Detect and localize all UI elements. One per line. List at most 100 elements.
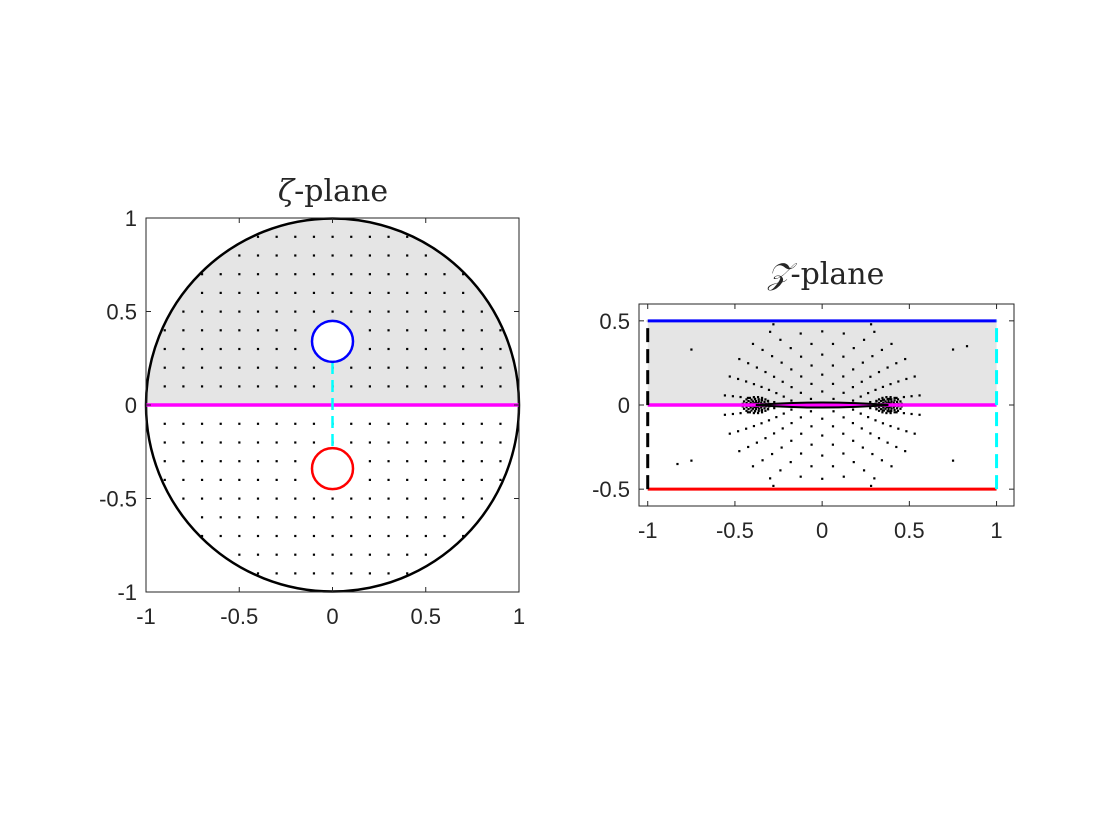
zeta-grid-point [424, 329, 427, 332]
z-image-point [772, 375, 776, 378]
z-image-point [751, 400, 755, 403]
zeta-grid-point [406, 422, 409, 425]
zeta-grid-point [312, 291, 316, 294]
z-image-point [809, 397, 813, 401]
z-image-point [951, 459, 955, 462]
z-image-point [902, 412, 906, 415]
z-image-point [889, 396, 892, 399]
z-image-point [772, 484, 775, 487]
zeta-grid-point [163, 460, 166, 463]
zeta-grid-point [238, 273, 241, 276]
z-image-point [875, 400, 878, 403]
zeta-grid-point [331, 273, 334, 276]
zeta-grid-point [462, 460, 465, 463]
z-image-point [892, 406, 895, 409]
zeta-grid-point [256, 329, 260, 332]
zeta-grid-point [406, 460, 409, 463]
z-image-point [878, 401, 881, 405]
z-image-point [821, 373, 824, 376]
zeta-grid-point [406, 441, 409, 444]
zeta-grid-point [368, 366, 371, 369]
zeta-grid-point [387, 310, 390, 313]
z-image-point [874, 419, 877, 422]
z-image-point [790, 386, 793, 389]
zeta-grid-point [462, 273, 465, 276]
z-image-point [910, 395, 913, 398]
z-image-point [859, 395, 862, 398]
z-image-point [789, 461, 792, 464]
zeta-grid-point [350, 385, 353, 388]
z-image-point [895, 362, 898, 365]
zeta-grid-point [406, 534, 409, 538]
zeta-grid-point [275, 347, 278, 351]
z-plane-panel: 𝒵-plane -1 -0.5 0 0.5 1 -0.5 0 0.5 [592, 257, 1015, 543]
zeta-grid-point [368, 347, 371, 351]
z-image-point [781, 427, 784, 430]
z-image-point [746, 396, 750, 400]
zeta-grid-point [294, 572, 297, 575]
zeta-grid-point [275, 254, 278, 257]
zeta-grid-point [238, 347, 241, 351]
zeta-grid-point [200, 460, 204, 463]
zeta-grid-point [406, 254, 409, 257]
zeta-grid-point [368, 235, 371, 238]
z-image-point [728, 375, 731, 378]
z-image-point [736, 430, 740, 433]
zeta-grid-point [443, 497, 446, 500]
z-image-point [755, 366, 758, 369]
zeta-grid-point [256, 460, 260, 463]
zeta-grid-point [294, 329, 297, 332]
zeta-grid-point [443, 329, 446, 332]
zeta-grid-point [480, 422, 483, 425]
z-image-point [832, 397, 835, 401]
z-image-point [889, 383, 892, 386]
zeta-grid-point [219, 291, 222, 294]
zeta-xtick-label: 1 [513, 604, 525, 629]
zeta-grid-point [424, 497, 427, 500]
zeta-grid-point [200, 329, 204, 332]
z-image-point [897, 380, 900, 383]
zeta-grid-point [406, 497, 409, 500]
zeta-grid-point [406, 366, 409, 369]
z-image-point [887, 405, 891, 409]
z-image-point [760, 422, 763, 425]
z-image-point [882, 398, 886, 401]
z-image-point [852, 346, 855, 350]
z-image-point [842, 452, 845, 455]
z-image-point [745, 409, 748, 412]
zeta-grid-point [350, 497, 353, 500]
z-image-point [869, 400, 872, 404]
z-image-point [890, 342, 893, 346]
z-image-point [780, 361, 783, 364]
zeta-grid-point [406, 478, 409, 481]
z-image-point [790, 421, 793, 425]
zeta-grid-point [350, 572, 353, 575]
zeta-grid-point [443, 385, 446, 388]
z-image-point [910, 412, 913, 416]
zeta-grid-point [256, 497, 260, 500]
z-image-point [879, 399, 883, 403]
zeta-grid-point [256, 422, 260, 425]
z-image-point [752, 383, 756, 386]
zeta-grid-point [331, 291, 334, 294]
z-image-point [799, 332, 802, 335]
zeta-grid-point [499, 422, 502, 425]
z-image-point [852, 368, 855, 371]
z-image-point [887, 399, 890, 403]
z-image-point [832, 410, 835, 413]
zeta-grid-point [294, 366, 297, 369]
z-image-point [747, 399, 750, 403]
zeta-grid-point [424, 460, 427, 463]
z-image-point [810, 443, 813, 446]
zeta-grid-point [275, 516, 278, 519]
z-image-point [757, 398, 760, 401]
zeta-grid-point [238, 534, 241, 538]
z-image-point [831, 465, 835, 468]
z-image-point [750, 398, 753, 401]
zeta-grid-point [387, 497, 390, 500]
z-image-point [869, 432, 872, 435]
z-image-point [752, 424, 756, 428]
z-image-point [790, 399, 793, 402]
z-image-point [799, 416, 802, 419]
